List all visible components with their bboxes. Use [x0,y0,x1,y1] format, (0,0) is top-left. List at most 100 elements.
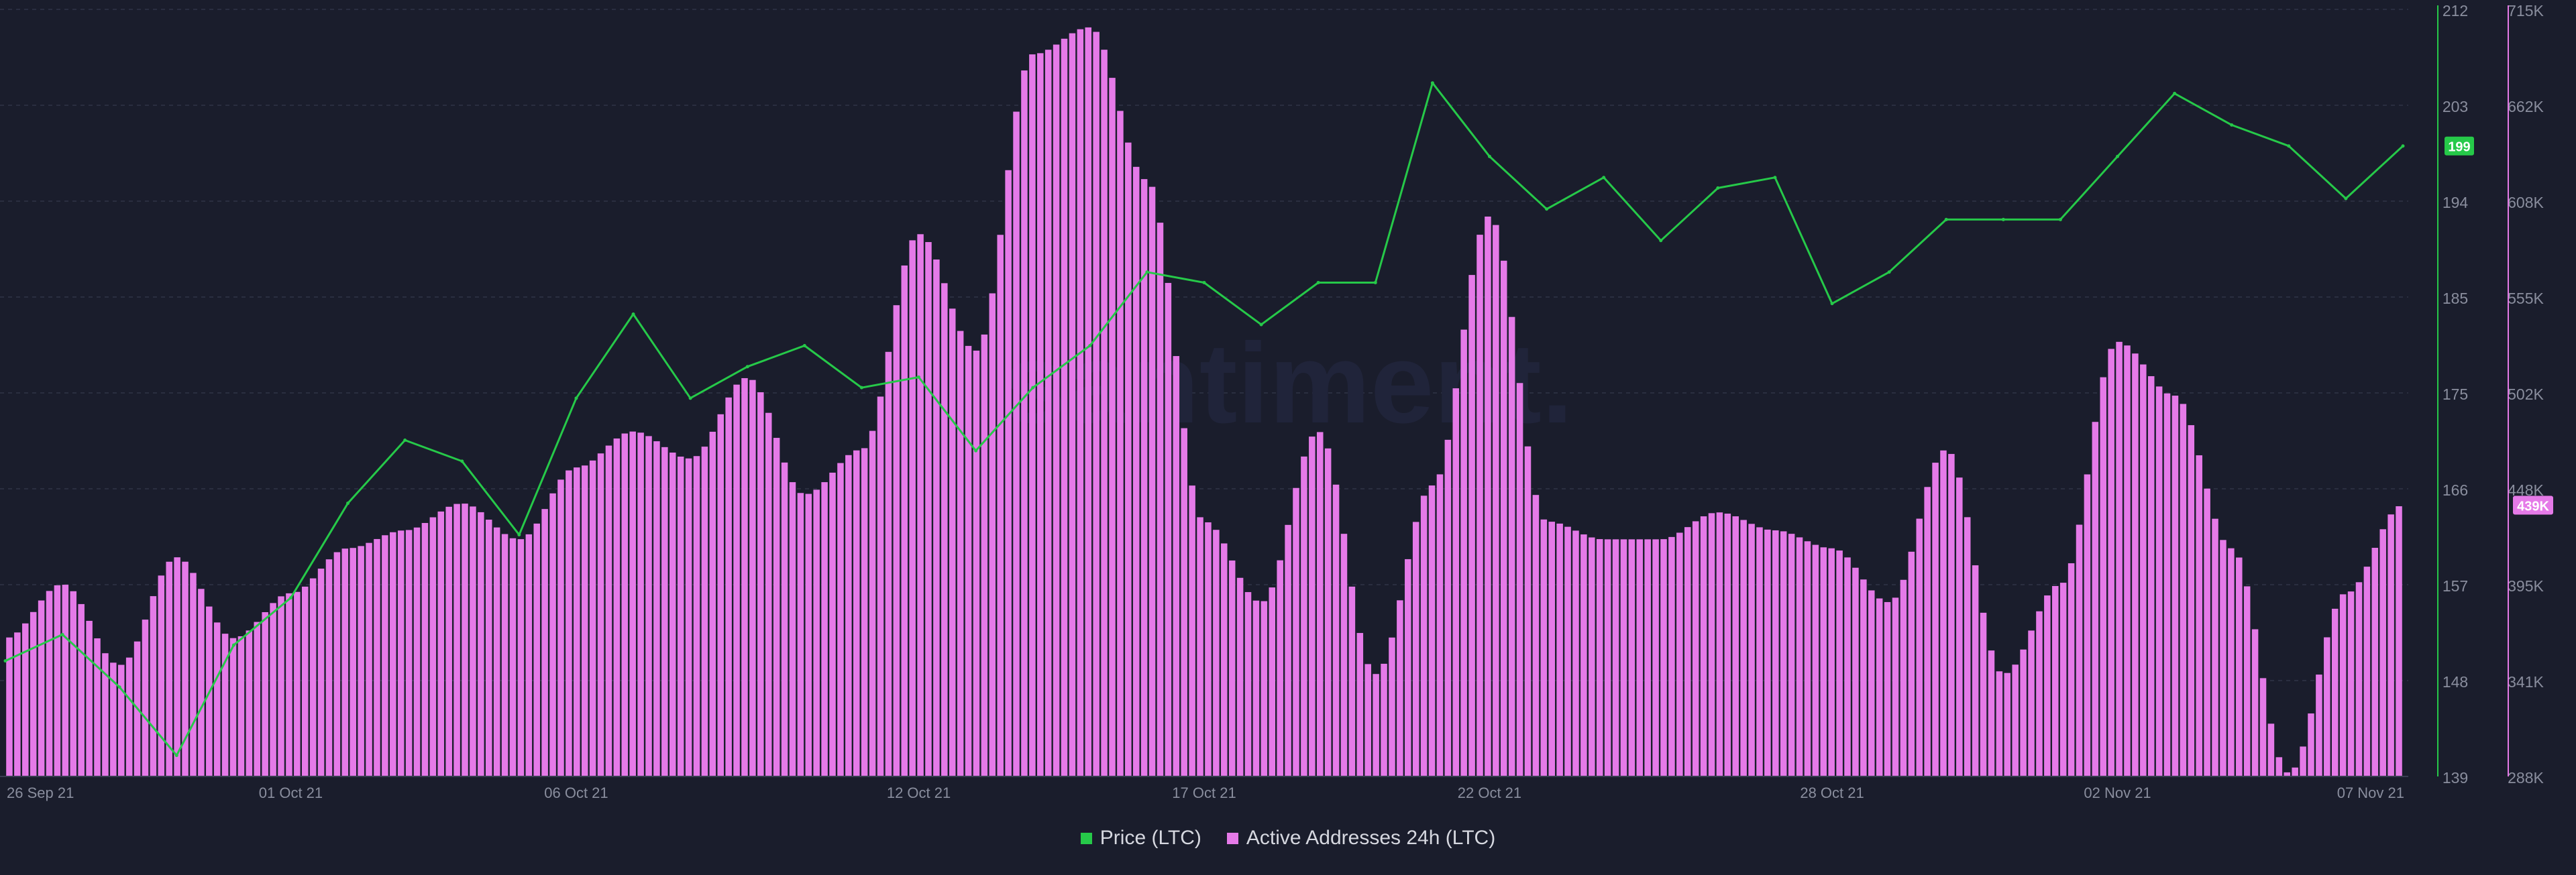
address-bar [1708,513,1715,776]
address-bar [853,450,860,776]
addresses-axis-tick: 662K [2508,98,2544,115]
address-bar [1724,514,1731,776]
address-bar [845,455,852,776]
address-bar [2275,757,2283,776]
address-bar [2204,488,2210,776]
address-bar [973,350,980,776]
address-bar [493,527,500,776]
legend: Price (LTC) Active Addresses 24h (LTC) [0,822,2576,854]
address-bar [278,596,284,776]
address-bar [382,535,388,776]
price-axis-tick: 203 [2443,98,2468,115]
address-bar [1644,539,1651,776]
price-axis-tick: 166 [2443,481,2468,499]
address-bar [1908,551,1915,776]
address-bar [1285,524,1291,776]
address-bar [1548,522,1555,776]
address-bar [597,453,604,776]
address-bar [54,585,61,776]
address-bar [2196,455,2202,776]
address-bar [1980,612,1987,776]
addresses-axis-tick: 288K [2508,769,2544,786]
address-bar [981,334,988,776]
address-bar [2163,393,2171,776]
address-bar [341,548,349,776]
address-bar [757,392,764,776]
price-point [574,396,578,400]
address-bar [1348,586,1356,776]
address-bar [685,458,692,776]
address-bar [1381,663,1387,776]
price-point [1602,176,1606,180]
address-bar [2084,474,2091,776]
address-bar [861,448,868,776]
address-bar [1340,534,1348,776]
address-bar [1636,539,1644,776]
price-point [917,375,921,379]
price-badge-bg [2445,136,2474,156]
address-bar [366,542,372,776]
address-bar [1700,516,1707,776]
address-bar [78,603,85,776]
address-bar [1452,388,1460,776]
address-bar [629,431,636,776]
address-bar [2116,341,2123,776]
address-bar [270,603,276,776]
address-bar [350,548,356,776]
address-bar [1580,534,1587,776]
addresses-badge: 439K [2517,499,2549,514]
price-point [1430,81,1434,85]
address-bar [125,657,133,776]
address-bar [14,632,21,776]
address-bar [1373,674,1379,776]
address-bar [1236,577,1244,776]
price-point [1887,270,1891,274]
address-bar [158,575,165,776]
address-bar [2180,404,2187,776]
address-bar [1157,223,1164,777]
address-bar [525,534,533,776]
address-bar [1077,29,1084,777]
legend-item-addresses[interactable]: Active Addresses 24h (LTC) [1226,827,1495,850]
x-axis-tick: 07 Nov 21 [2337,784,2404,801]
address-bar [781,462,788,776]
address-bar [933,259,940,776]
address-bar [2308,713,2314,776]
address-bar [1924,487,1931,776]
address-bar [86,620,93,776]
address-bar [653,441,660,776]
address-bar [2371,548,2379,776]
address-bar [1205,522,1212,776]
address-bar [110,662,117,776]
address-bar [1940,450,1947,776]
address-bar [1804,541,1811,776]
price-point [859,386,863,390]
address-bar [949,308,956,776]
legend-item-price[interactable]: Price (LTC) [1080,827,1201,850]
price-point [288,596,292,600]
address-bar [1029,54,1036,776]
address-bar [645,436,652,776]
address-bar [1532,495,1540,776]
address-bar [997,235,1004,776]
address-bar [1332,484,1340,776]
price-point [3,659,7,663]
address-bar [1444,439,1452,776]
address-bar [405,530,413,776]
address-bar [2147,376,2155,776]
x-axis-tick: 22 Oct 21 [1458,784,1521,801]
price-point [1487,154,1491,158]
address-bar [1540,519,1548,776]
address-bar [1412,522,1419,776]
address-bar [1316,432,1324,776]
address-bar [445,506,452,776]
price-point [231,643,235,647]
address-bar [2020,649,2027,776]
address-bar [1485,216,1491,776]
price-point [2058,217,2062,221]
address-bar [286,593,292,776]
address-bar [182,561,189,776]
address-bar [1916,518,1923,776]
address-bar [2300,746,2306,776]
